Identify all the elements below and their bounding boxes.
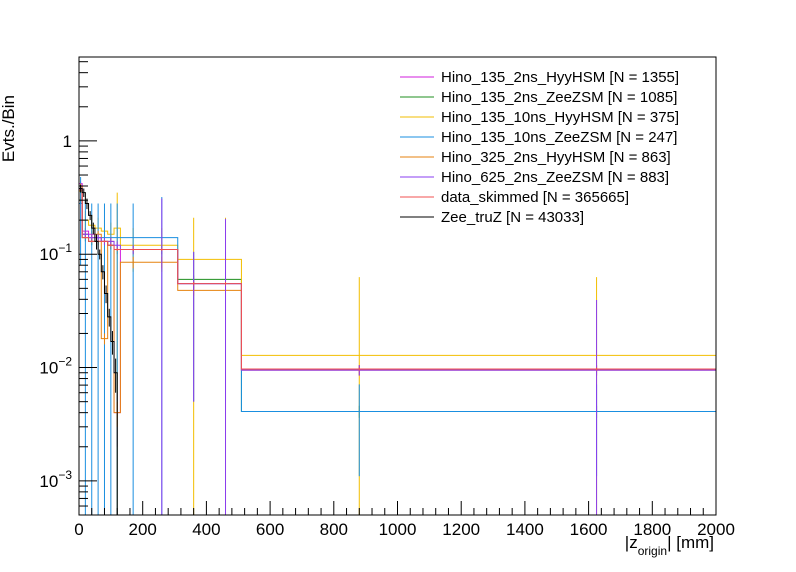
x-axis-label-tail: | [mm]	[667, 533, 714, 552]
legend-entry: Hino_135_2ns_HyyHSM [N = 1355]	[400, 69, 679, 86]
x-axis-label: |zorigin| [mm]	[625, 533, 714, 558]
x-axis-label-main: |z	[625, 533, 638, 552]
x-tick-label: 2000	[697, 520, 735, 539]
x-tick-label: 1800	[633, 520, 671, 539]
x-tick-label: 1400	[506, 520, 544, 539]
x-tick-label: 1200	[442, 520, 480, 539]
x-tick-label: 600	[256, 520, 284, 539]
legend-entry: data_skimmed [N = 365665]	[400, 189, 629, 206]
legend-label: Hino_135_2ns_ZeeZSM [N = 1085]	[441, 89, 677, 106]
legend-label: data_skimmed [N = 365665]	[441, 189, 629, 206]
legend-entry: Hino_325_2ns_HyyHSM [N = 863]	[400, 149, 671, 166]
legend-label: Hino_625_2ns_ZeeZSM [N = 883]	[441, 169, 669, 186]
legend: Hino_135_2ns_HyyHSM [N = 1355] Hino_135_2…	[400, 69, 679, 226]
legend-entry: Hino_135_2ns_ZeeZSM [N = 1085]	[400, 89, 677, 106]
y-axis-label: Evts./Bin	[0, 95, 18, 162]
legend-label: Hino_325_2ns_HyyHSM [N = 863]	[441, 149, 671, 166]
legend-entry: Hino_135_10ns_HyyHSM [N = 375]	[400, 109, 679, 126]
x-tick-label: 800	[320, 520, 348, 539]
legend-label: Zee_truZ [N = 43033]	[441, 209, 584, 226]
y-tick-label: 10−2	[39, 355, 72, 378]
y-tick-label: 10−1	[39, 241, 72, 264]
legend-label: Hino_135_10ns_ZeeZSM [N = 247]	[441, 129, 677, 146]
x-tick-label: 1600	[570, 520, 608, 539]
y-tick-label: 1	[63, 132, 72, 151]
axes-layer: 0 200 400 600 800 1000 1200 1400 1600 1800 2000 10−…	[39, 61, 735, 539]
x-tick-label: 1000	[379, 520, 417, 539]
series-7	[78, 184, 118, 515]
series-layer	[78, 177, 717, 515]
x-tick-label: 200	[129, 520, 157, 539]
x-tick-label: 0	[74, 520, 83, 539]
legend-label: Hino_135_2ns_HyyHSM [N = 1355]	[441, 69, 679, 86]
legend-entry: Hino_135_10ns_ZeeZSM [N = 247]	[400, 129, 677, 146]
legend-entry: Hino_625_2ns_ZeeZSM [N = 883]	[400, 169, 669, 186]
x-tick-label: 400	[192, 520, 220, 539]
legend-entry: Zee_truZ [N = 43033]	[400, 209, 584, 226]
series-line	[78, 190, 717, 515]
legend-label: Hino_135_10ns_HyyHSM [N = 375]	[441, 109, 679, 126]
series-line	[78, 188, 118, 515]
y-tick-label: 10−3	[39, 468, 72, 491]
x-axis-label-sub: origin	[638, 544, 667, 558]
